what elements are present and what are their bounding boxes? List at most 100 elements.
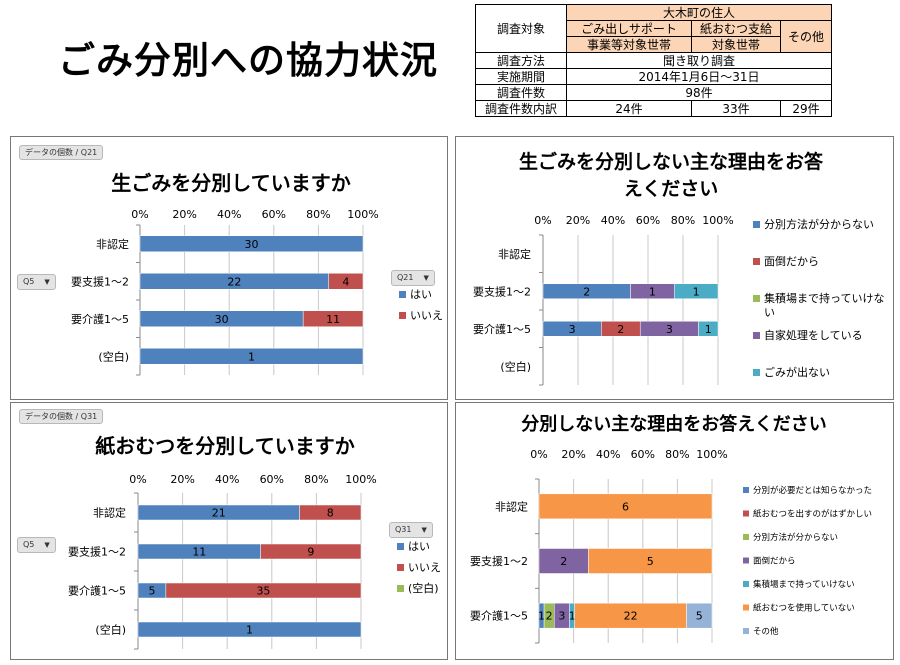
row-field-label: Q5 xyxy=(23,540,35,549)
chart-title: 紙おむつを分別していますか xyxy=(95,434,354,458)
breakdown-value-1: 24件 xyxy=(566,100,692,117)
chart-panel-q21: データの個数 / Q21 Q5 ▼ Q21 ▼ 生ごみを分別していますか 0% 20% 4… xyxy=(10,136,448,400)
legend-label: 分別が必要だとは知らなかった xyxy=(753,485,872,496)
pivot-count-button-q21[interactable]: データの個数 / Q21 xyxy=(19,145,104,160)
row-field-button-q31[interactable]: Q5 ▼ xyxy=(17,537,56,553)
target-col1-line1: ごみ出しサポート xyxy=(566,20,692,37)
legend-label: 自家処理をしている xyxy=(764,328,863,342)
x-tick-label: 40% xyxy=(596,448,620,461)
x-tick-label: 80% xyxy=(665,448,689,461)
data-label: 2 xyxy=(560,555,567,568)
category-label: (空白) xyxy=(95,623,126,637)
target-group: 大木町の住人 xyxy=(566,4,832,21)
data-label: 22 xyxy=(624,610,638,623)
count-value: 98件 xyxy=(566,84,832,101)
period-label: 実施期間 xyxy=(475,68,567,85)
row-field-label: Q5 xyxy=(23,277,35,286)
category-label: 要介護1〜5 xyxy=(68,584,126,598)
bar-segment xyxy=(538,548,589,574)
x-tick-label: 100% xyxy=(696,448,727,461)
legend-swatch xyxy=(753,221,760,228)
bar-segment xyxy=(165,582,362,599)
legend-swatch xyxy=(753,295,760,302)
legend-label: 分別方法が分からない xyxy=(764,217,874,231)
legend-swatch xyxy=(753,332,760,339)
bar-segment xyxy=(328,273,364,290)
data-label: 5 xyxy=(647,555,654,568)
data-label: 21 xyxy=(212,507,226,520)
data-label: 9 xyxy=(307,546,314,559)
legend-label: (空白) xyxy=(408,581,439,595)
dropdown-arrow-icon: ▼ xyxy=(423,274,429,282)
pivot-count-button-q31[interactable]: データの個数 / Q31 xyxy=(19,409,104,424)
column-field-button-q31[interactable]: Q31 ▼ xyxy=(389,522,433,538)
bar-segment xyxy=(137,621,362,638)
legend-label: 面倒だから xyxy=(764,255,819,268)
category-label: 要介護1〜5 xyxy=(71,312,129,326)
chart-svg-q31-reason: 分別しない主な理由をお答えください 0% 20% 40% 60% 80% 100% 非認定 6 要… xyxy=(470,413,872,644)
category-label: 要介護1〜5 xyxy=(473,322,531,336)
data-label: 1 xyxy=(569,610,576,623)
x-tick-label: 60% xyxy=(262,208,286,221)
chart-panel-q21-reason: 生ごみを分別しない主な理由をお答 えください 0% 20% 40% 60% 80% 100% 非… xyxy=(455,136,894,400)
data-label: 11 xyxy=(326,313,340,326)
bar-segment xyxy=(588,548,713,574)
bar-segment xyxy=(574,602,687,629)
legend-swatch xyxy=(743,604,749,611)
chart-title: 生ごみを分別しない主な理由をお答 xyxy=(519,150,824,173)
chart-svg-q31: 紙おむつを分別していますか 0% 20% 40% 60% 80% 100% 非認定 21 8 要支援… xyxy=(68,434,441,650)
data-label: 11 xyxy=(192,546,206,559)
data-label: 22 xyxy=(227,275,241,288)
x-tick-label: 60% xyxy=(260,473,284,486)
category-label: (空白) xyxy=(500,359,531,373)
dropdown-arrow-icon: ▼ xyxy=(44,278,50,286)
chart-q31: 紙おむつを分別していますか 0% 20% 40% 60% 80% 100% 非認定 21 8 要支援… xyxy=(68,434,441,650)
page-title: ごみ分別への協力状況 xyxy=(58,39,438,82)
x-tick-label: 60% xyxy=(636,214,660,227)
breakdown-value-2: 33件 xyxy=(691,100,781,117)
data-label: 6 xyxy=(622,500,629,513)
x-tick-label: 40% xyxy=(217,208,241,221)
target-label: 調査対象 xyxy=(475,4,567,53)
data-label: 30 xyxy=(245,238,259,251)
data-label: 1 xyxy=(693,285,700,298)
x-tick-label: 100% xyxy=(345,473,376,486)
data-label: 1 xyxy=(649,285,656,298)
bar-segment xyxy=(139,235,364,252)
x-tick-label: 0% xyxy=(534,214,551,227)
chart-title: 生ごみを分別していますか xyxy=(111,171,350,195)
dropdown-arrow-icon: ▼ xyxy=(421,526,427,534)
legend-label: い xyxy=(764,306,775,319)
column-field-button-q21[interactable]: Q21 ▼ xyxy=(391,270,435,286)
legend-swatch xyxy=(397,543,404,550)
legend-label: その他 xyxy=(753,626,779,637)
x-tick-label: 100% xyxy=(702,214,733,227)
data-label: 1 xyxy=(538,610,545,623)
target-col2-line2: 対象世帯 xyxy=(691,36,781,53)
chart-panel-q31: データの個数 / Q31 Q5 ▼ Q31 ▼ 紙おむつを分別していますか 0% 20%… xyxy=(10,402,448,660)
legend-label: いいえ xyxy=(408,561,441,574)
period-value: 2014年1月6日〜31日 xyxy=(566,68,832,85)
x-tick-label: 40% xyxy=(601,214,625,227)
breakdown-label: 調査件数内訳 xyxy=(475,100,567,117)
data-label: 4 xyxy=(342,275,349,288)
column-field-label: Q31 xyxy=(395,525,412,534)
legend-label: はい xyxy=(410,288,432,301)
x-tick-label: 0% xyxy=(530,448,547,461)
legend-label: 面倒だから xyxy=(753,556,796,567)
legend-swatch xyxy=(743,581,749,587)
data-label: 30 xyxy=(215,313,229,326)
x-tick-label: 40% xyxy=(215,473,239,486)
data-label: 2 xyxy=(546,610,553,623)
x-tick-label: 100% xyxy=(347,208,378,221)
bar-segment xyxy=(698,321,719,337)
target-col3: その他 xyxy=(780,20,832,53)
row-field-button-q21[interactable]: Q5 ▼ xyxy=(17,274,56,290)
category-label: 要支援1〜2 xyxy=(71,274,129,288)
data-label: 2 xyxy=(583,285,590,298)
legend-swatch xyxy=(743,628,749,634)
bar-segment xyxy=(538,493,713,520)
chart-svg-q21: 生ごみを分別していますか 0% 20% 40% 60% 80% 100% 非認定 30 要支援1〜… xyxy=(71,171,443,376)
